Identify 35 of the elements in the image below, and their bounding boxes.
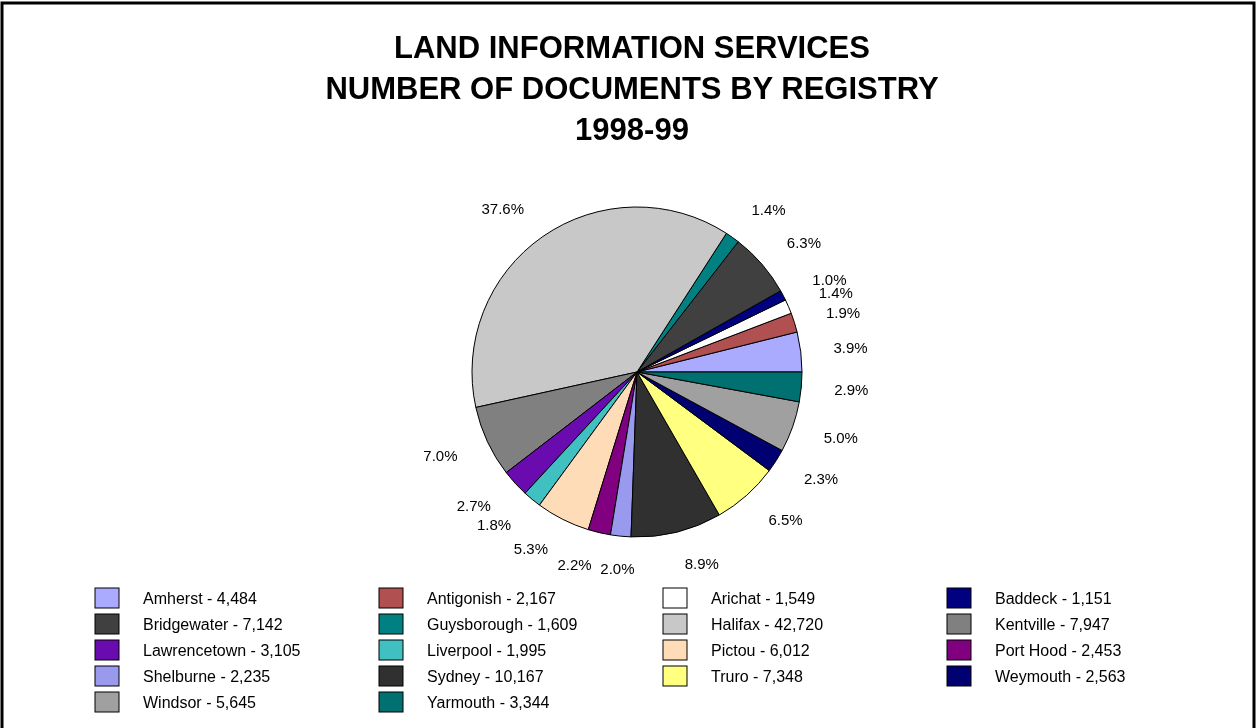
legend-label: Arichat - 1,549 [711,590,816,607]
data-label: 2.3% [803,469,839,487]
legend-label: Liverpool - 1,995 [427,642,547,659]
data-label: 2.7% [456,496,491,514]
legend-label: Yarmouth - 3,344 [427,694,550,711]
data-label: 3.9% [833,338,868,356]
legend-label: Port Hood - 2,453 [995,642,1122,659]
legend-label: Weymouth - 2,563 [995,668,1126,685]
data-label: 2.9% [834,381,869,398]
data-label: 6.5% [768,511,803,528]
legend-label: Guysborough - 1,609 [427,616,578,633]
chart-title: LAND INFORMATION SERVICES NUMBER OF DOCUMENTS BY REGISTRY 1998-99 [325,30,939,147]
data-label: 1.8% [476,515,512,533]
legend-label: Truro - 7,348 [711,668,803,685]
data-label: 2.2% [557,555,592,573]
legend-label: Halifax - 42,720 [711,616,824,633]
data-label: 1.9% [825,303,861,321]
legend-label: Baddeck - 1,151 [995,590,1112,607]
legend-label: Shelburne - 2,235 [143,668,271,685]
data-label: 8.9% [684,555,719,573]
legend-label: Sydney - 10,167 [427,668,544,685]
data-label: 6.3% [786,233,822,251]
data-label: 1.4% [751,201,786,219]
legend-label: Bridgewater - 7,142 [143,616,283,633]
data-label: 5.3% [513,539,549,557]
data-label: 5.0% [823,428,858,446]
data-label: 37.6% [481,200,525,218]
legend-label: Antigonish - 2,167 [427,590,557,607]
legend-label: Amherst - 4,484 [143,590,257,607]
legend-label: Windsor - 5,645 [143,694,257,711]
legend-label: Lawrencetown - 3,105 [143,642,301,659]
legend-label: Kentville - 7,947 [995,616,1110,633]
data-label: 7.0% [423,446,458,464]
data-label: 2.0% [600,560,635,578]
legend-label: Pictou - 6,012 [711,642,810,659]
